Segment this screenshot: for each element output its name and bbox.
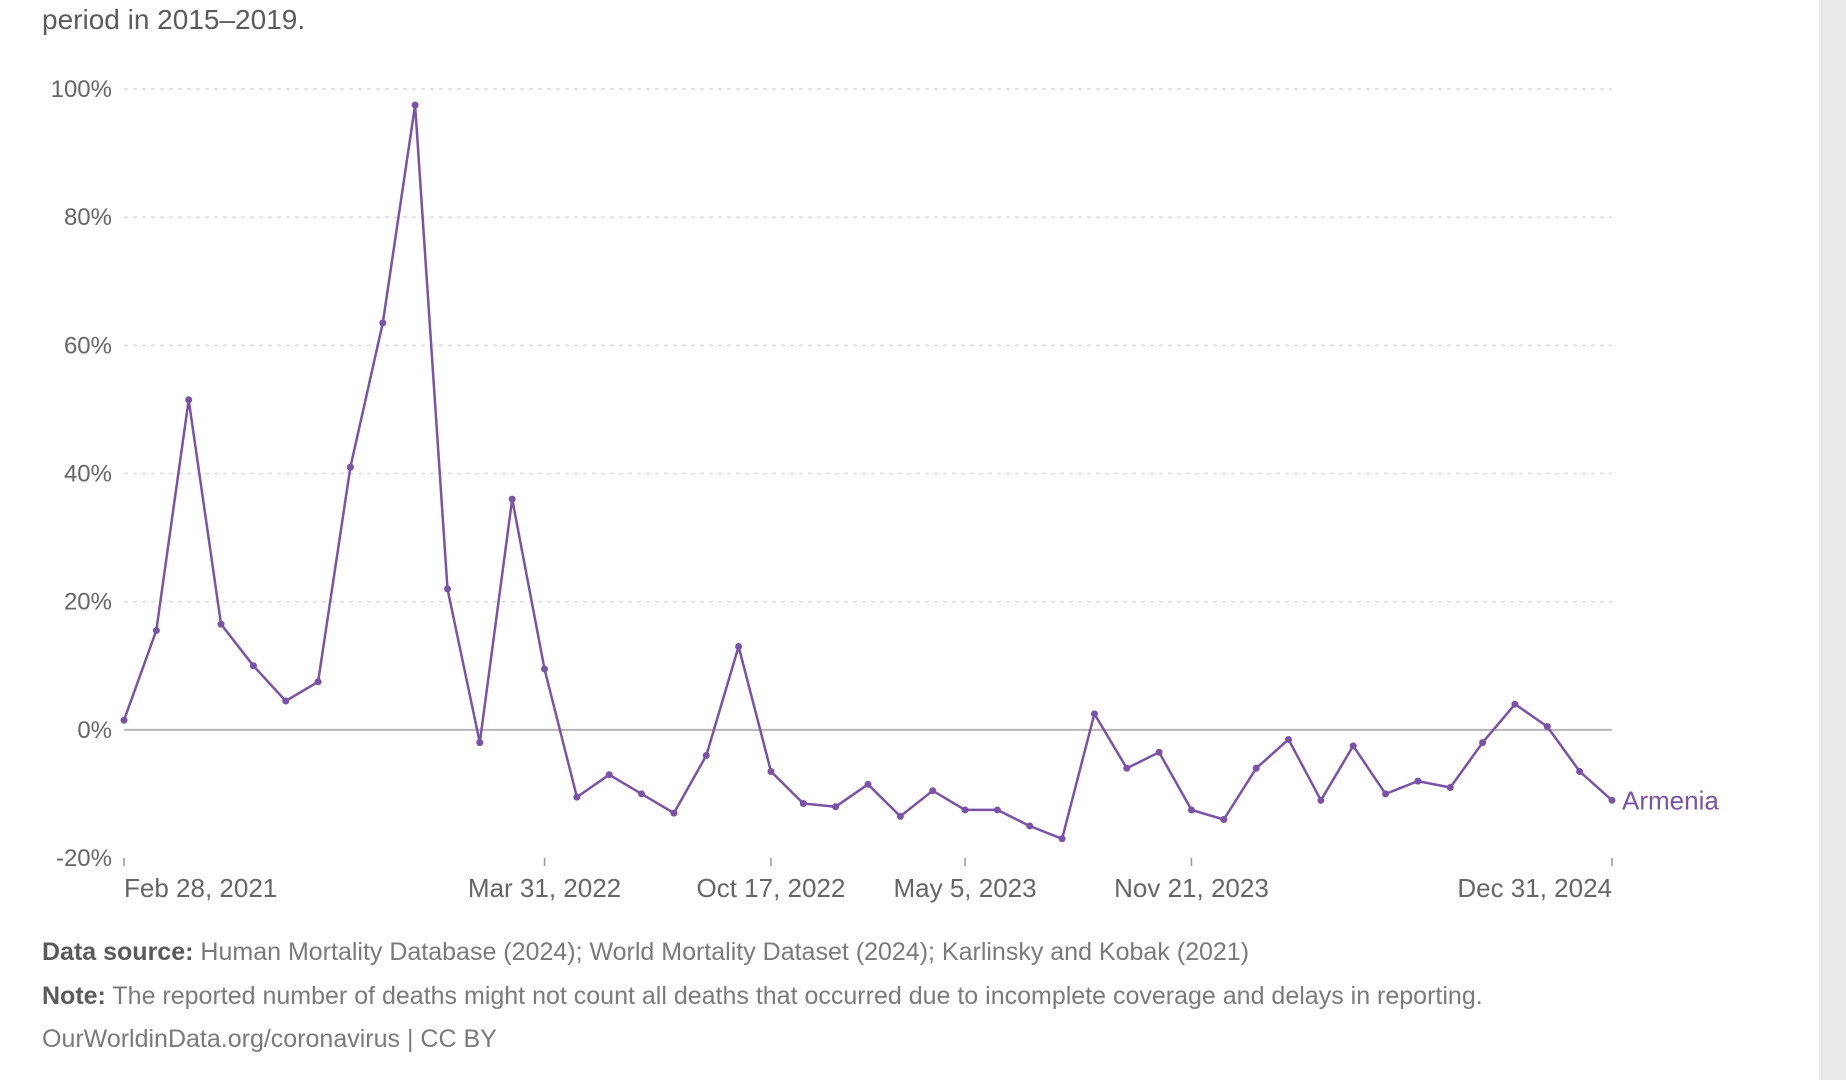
data-point[interactable] bbox=[314, 678, 322, 686]
data-point[interactable] bbox=[896, 812, 904, 820]
series-line bbox=[122, 103, 1613, 841]
chart-note: Note: The reported number of deaths migh… bbox=[42, 982, 1483, 1011]
credit-separator: | bbox=[400, 1025, 421, 1053]
data-point[interactable] bbox=[735, 643, 743, 651]
data-point[interactable] bbox=[476, 739, 484, 747]
y-tick-label: 40% bbox=[64, 461, 112, 488]
credit-line: OurWorldinData.org/coronavirus | CC BY bbox=[42, 1025, 497, 1054]
data-point[interactable] bbox=[1543, 723, 1551, 731]
line-chart: -20% 0% 20% 40% 60% 80% 100% Feb 28, 2021 Mar 3… bbox=[51, 76, 1720, 903]
series-labels: Armenia bbox=[1622, 785, 1719, 815]
data-point[interactable] bbox=[1511, 700, 1519, 708]
data-point[interactable] bbox=[1576, 767, 1584, 775]
x-axis bbox=[123, 858, 1613, 866]
x-tick-label: Oct 17, 2022 bbox=[697, 873, 846, 903]
series-label-armenia: Armenia bbox=[1622, 785, 1719, 815]
data-point[interactable] bbox=[411, 101, 419, 109]
data-point[interactable] bbox=[702, 751, 710, 759]
data-point[interactable] bbox=[1446, 784, 1454, 792]
data-point[interactable] bbox=[929, 787, 937, 795]
gridlines bbox=[124, 88, 1612, 731]
series-armenia bbox=[120, 101, 1616, 843]
data-source-label: Data source: bbox=[42, 938, 194, 966]
data-point[interactable] bbox=[1285, 735, 1293, 743]
data-point[interactable] bbox=[1414, 777, 1422, 785]
x-tick-label: Dec 31, 2024 bbox=[1457, 873, 1612, 903]
data-point[interactable] bbox=[670, 809, 678, 817]
data-point[interactable] bbox=[573, 793, 581, 801]
data-point[interactable] bbox=[152, 627, 160, 635]
data-point[interactable] bbox=[767, 767, 775, 775]
data-point[interactable] bbox=[508, 495, 516, 503]
data-point[interactable] bbox=[605, 771, 613, 779]
data-point[interactable] bbox=[249, 662, 257, 670]
y-tick-label: 100% bbox=[51, 76, 112, 103]
x-tick-label: Nov 21, 2023 bbox=[1114, 873, 1269, 903]
data-point[interactable] bbox=[961, 806, 969, 814]
data-point[interactable] bbox=[379, 319, 387, 327]
data-point[interactable] bbox=[1090, 710, 1098, 718]
data-point[interactable] bbox=[120, 716, 128, 724]
credit-site-link[interactable]: OurWorldinData.org/coronavirus bbox=[42, 1025, 401, 1053]
data-point[interactable] bbox=[443, 585, 451, 593]
data-source: Data source: Human Mortality Database (2… bbox=[42, 938, 1249, 967]
data-point[interactable] bbox=[1608, 796, 1616, 804]
y-tick-label: -20% bbox=[56, 845, 112, 872]
data-point[interactable] bbox=[1382, 790, 1390, 798]
x-axis-labels: Feb 28, 2021 Mar 31, 2022 Oct 17, 2022 May … bbox=[124, 873, 1612, 903]
data-point[interactable] bbox=[993, 806, 1001, 814]
data-point[interactable] bbox=[217, 620, 225, 628]
license-link[interactable]: CC BY bbox=[420, 1025, 497, 1053]
y-tick-label: 60% bbox=[64, 332, 112, 359]
chart-subtitle: period in 2015–2019. bbox=[42, 4, 306, 35]
data-point[interactable] bbox=[1058, 835, 1066, 843]
data-point[interactable] bbox=[282, 697, 290, 705]
data-point[interactable] bbox=[1187, 806, 1195, 814]
x-tick-label: Mar 31, 2022 bbox=[468, 873, 621, 903]
data-point[interactable] bbox=[346, 463, 354, 471]
data-point[interactable] bbox=[1123, 764, 1131, 772]
note-text: The reported number of deaths might not … bbox=[112, 982, 1483, 1010]
data-point[interactable] bbox=[638, 790, 646, 798]
data-point[interactable] bbox=[1252, 764, 1260, 772]
y-tick-label: 0% bbox=[77, 717, 112, 744]
data-point[interactable] bbox=[1026, 822, 1034, 830]
data-point[interactable] bbox=[541, 665, 549, 673]
data-point[interactable] bbox=[1317, 796, 1325, 804]
note-label: Note: bbox=[42, 982, 106, 1010]
data-point[interactable] bbox=[864, 780, 872, 788]
y-tick-label: 80% bbox=[64, 204, 112, 231]
data-point[interactable] bbox=[799, 800, 807, 808]
x-tick-label: Feb 28, 2021 bbox=[124, 873, 277, 903]
data-point[interactable] bbox=[185, 396, 193, 404]
data-point[interactable] bbox=[1349, 742, 1357, 750]
data-point[interactable] bbox=[1479, 739, 1487, 747]
data-point[interactable] bbox=[1220, 816, 1228, 824]
y-tick-label: 20% bbox=[64, 589, 112, 616]
y-axis: -20% 0% 20% 40% 60% 80% 100% bbox=[51, 76, 112, 872]
data-source-text: Human Mortality Database (2024); World M… bbox=[200, 938, 1250, 966]
x-tick-label: May 5, 2023 bbox=[893, 873, 1036, 903]
data-point[interactable] bbox=[1155, 748, 1163, 756]
data-point[interactable] bbox=[832, 803, 840, 811]
